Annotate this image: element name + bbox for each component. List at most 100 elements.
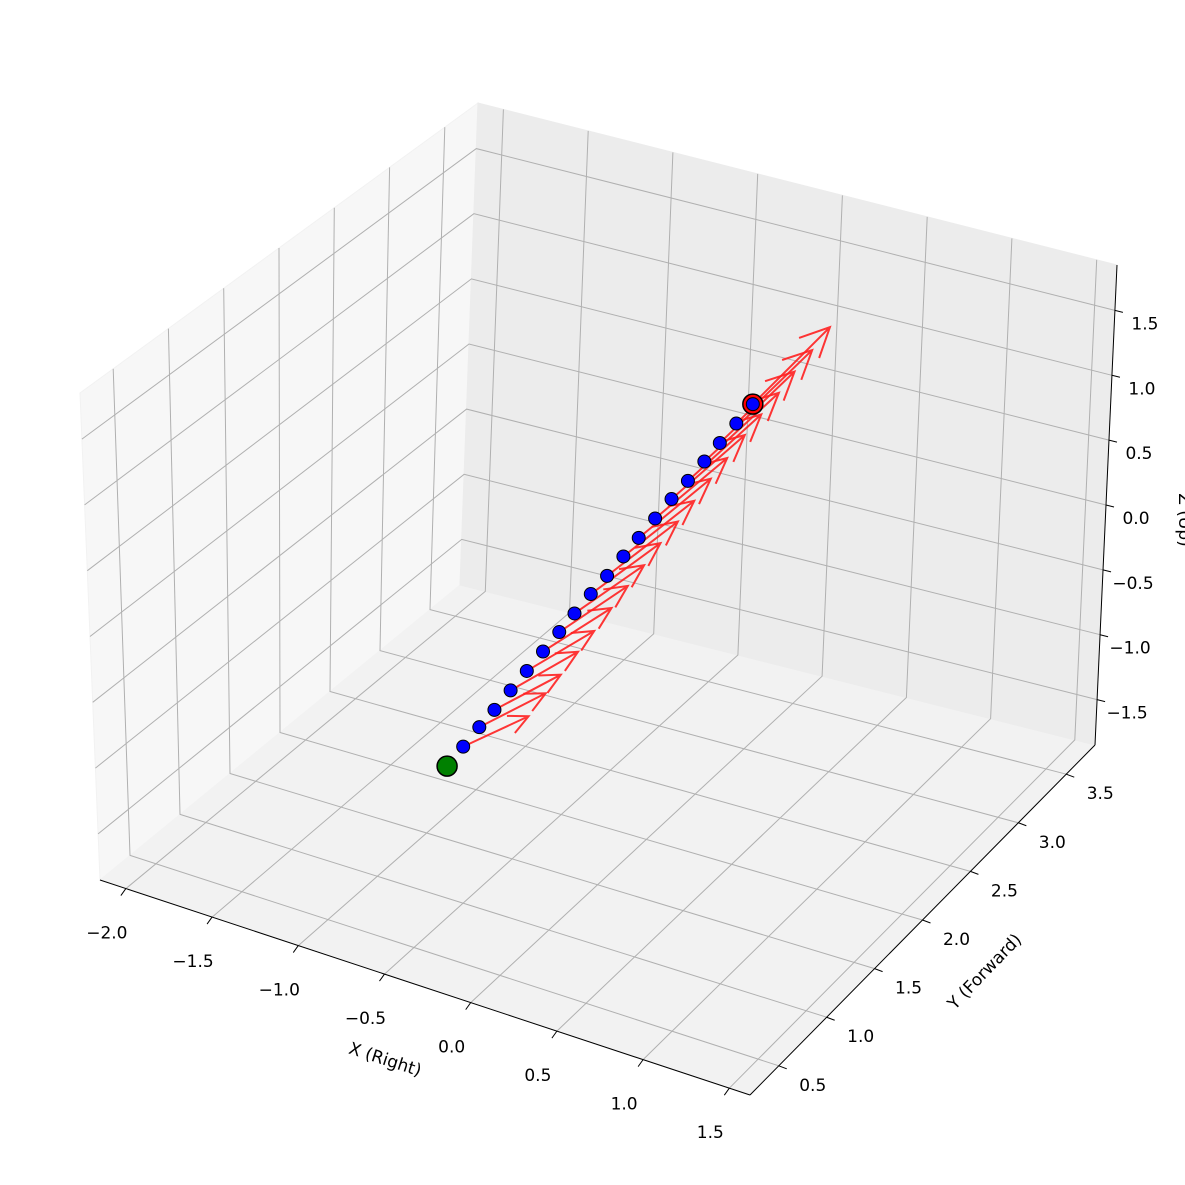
trajectory-point xyxy=(567,606,582,621)
trajectory-point xyxy=(616,549,631,564)
z-tick-label: −1.0 xyxy=(1109,639,1150,659)
trajectory-point xyxy=(583,587,598,602)
z-tick-label: −0.5 xyxy=(1112,574,1153,594)
x-tick-mark xyxy=(379,973,385,982)
z-tick-label: −1.5 xyxy=(1106,704,1147,724)
start-point xyxy=(436,755,458,777)
y-tick-label: 0.5 xyxy=(799,1076,826,1096)
arrow xyxy=(590,541,663,595)
x-grid-line xyxy=(297,152,674,946)
y-tick-mark xyxy=(922,919,931,924)
trajectory-point xyxy=(664,492,679,507)
x-axis-label: X (Right) xyxy=(346,1039,424,1081)
x-tick-mark xyxy=(292,945,299,953)
z-grid-line xyxy=(86,278,1110,572)
y-tick-label: 1.0 xyxy=(847,1027,874,1047)
x-grid-line xyxy=(728,259,1098,1089)
y-tick-mark xyxy=(1018,822,1027,827)
z-grid-line xyxy=(95,473,1101,769)
z-tick-label: 1.0 xyxy=(1128,379,1155,399)
trajectory-point xyxy=(503,683,518,698)
y-tick-label: 2.0 xyxy=(943,930,970,950)
z-tick-label: 1.5 xyxy=(1131,314,1158,334)
z-tick-mark xyxy=(1111,374,1121,378)
x-tick-label: 1.0 xyxy=(611,1095,638,1115)
z-tick-mark xyxy=(1108,439,1118,443)
y-grid-line xyxy=(329,207,971,872)
trajectory-point xyxy=(536,644,551,659)
arrow xyxy=(606,520,680,577)
x-grid-line xyxy=(556,216,928,1032)
y-tick-label: 3.0 xyxy=(1039,833,1066,853)
y-tick-label: 3.5 xyxy=(1087,784,1114,804)
z-axis-label: Z (Up) xyxy=(1174,493,1185,547)
trajectory-point xyxy=(552,625,567,640)
arrow xyxy=(462,714,531,748)
trajectory-point xyxy=(680,473,695,488)
arrow xyxy=(526,629,597,672)
trajectory-point xyxy=(456,739,471,754)
trajectory-point xyxy=(729,416,744,431)
trajectory-point xyxy=(472,720,487,735)
arrow xyxy=(510,650,581,692)
y-axis-line xyxy=(749,744,1096,1096)
trajectory-point xyxy=(487,702,502,717)
x-tick-label: 1.5 xyxy=(697,1123,724,1143)
z-tick-mark xyxy=(1105,504,1115,508)
x-grid-line xyxy=(470,195,843,1003)
trajectory-point xyxy=(648,511,663,526)
x-tick-label: −0.5 xyxy=(345,1009,386,1029)
x-grid-line xyxy=(642,238,1013,1060)
arrow xyxy=(752,325,832,405)
y-grid-line xyxy=(112,368,779,1067)
x-tick-mark xyxy=(551,1030,558,1039)
y-tick-label: 1.5 xyxy=(895,979,922,999)
y-tick-mark xyxy=(826,1016,835,1021)
z-tick-mark xyxy=(1114,309,1124,313)
arrow xyxy=(493,673,563,711)
x-grid-line xyxy=(384,173,759,975)
y-grid-line xyxy=(429,127,1067,775)
x-tick-mark xyxy=(120,888,127,896)
y-grid-line xyxy=(167,328,827,1018)
z-tick-mark xyxy=(1096,699,1106,703)
z-grid-line xyxy=(92,408,1104,703)
y-grid-line xyxy=(379,167,1019,824)
x-tick-mark xyxy=(465,1002,472,1010)
z-grid-line xyxy=(89,343,1107,637)
trajectory-point xyxy=(519,663,534,678)
x-tick-label: −2.0 xyxy=(86,924,127,944)
trajectory-point xyxy=(712,435,727,450)
x-tick-mark xyxy=(637,1059,644,1067)
z-tick-label: 0.5 xyxy=(1125,444,1152,464)
plot-area: −2.0 −1.5 −1.0 −0.5 0.0 0.5 1.0 1.5 0.5 1.0 1.5 2.0… xyxy=(79,101,1158,1143)
arrow xyxy=(542,606,614,653)
trajectory-point xyxy=(697,454,712,469)
y-tick-mark xyxy=(1066,773,1075,778)
z-grid-line xyxy=(81,148,1116,440)
arrow xyxy=(478,692,548,729)
arrow xyxy=(622,499,697,558)
z-tick-mark xyxy=(1099,634,1109,638)
x-tick-label: 0.5 xyxy=(524,1066,551,1086)
trajectory-point xyxy=(600,568,615,583)
z-tick-mark xyxy=(1102,569,1112,573)
x-tick-label: −1.0 xyxy=(259,981,300,1001)
trajectory-point xyxy=(631,530,646,545)
y-grid-line xyxy=(223,288,875,970)
x-tick-mark xyxy=(723,1087,730,1096)
z-grid-line xyxy=(84,213,1113,506)
x-grid-line xyxy=(125,109,504,889)
y-tick-label: 2.5 xyxy=(991,881,1018,901)
z-tick-label: 0.0 xyxy=(1122,509,1149,529)
y-grid-line xyxy=(278,247,923,921)
x-tick-mark xyxy=(206,916,213,925)
y-tick-mark xyxy=(778,1065,787,1070)
y-tick-mark xyxy=(970,870,979,875)
x-axis-line xyxy=(99,879,751,1096)
trajectory-point xyxy=(745,397,760,412)
z-grid-line xyxy=(97,538,1098,835)
x-tick-label: 0.0 xyxy=(438,1038,465,1058)
